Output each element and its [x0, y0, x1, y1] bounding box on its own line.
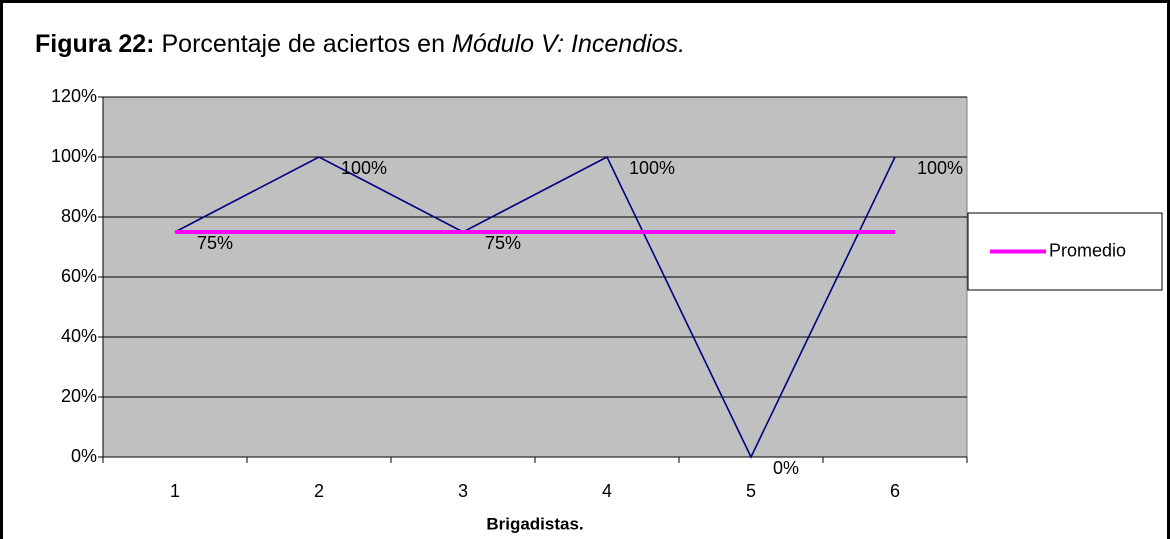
series-line	[174, 155, 896, 459]
legend-label: Promedio	[1049, 240, 1126, 260]
y-tick-label: 100%	[51, 146, 97, 166]
x-tick-label: 5	[746, 481, 756, 501]
data-label: 100%	[629, 158, 675, 178]
x-tick-label: 3	[458, 481, 468, 501]
y-tick-label: 20%	[61, 386, 97, 406]
title-text: Porcentaje de aciertos en	[161, 30, 445, 58]
title-label: Figura 22:	[35, 30, 154, 58]
y-tick-label: 60%	[61, 266, 97, 286]
data-label: 100%	[917, 158, 963, 178]
y-tick-label: 120%	[51, 86, 97, 106]
data-label: 100%	[341, 158, 387, 178]
y-tick-label: 80%	[61, 206, 97, 226]
data-label: 75%	[485, 233, 521, 253]
data-label: 0%	[773, 458, 799, 478]
title-module: Módulo V: Incendios.	[452, 30, 685, 58]
y-tick-label: 0%	[71, 446, 97, 466]
chart-title: Figura 22: Porcentaje de aciertos en Módul…	[35, 30, 685, 58]
x-tick-label: 4	[602, 481, 612, 501]
x-tick-label: 6	[890, 481, 900, 501]
data-label: 75%	[197, 233, 233, 253]
y-tick-label: 40%	[61, 326, 97, 346]
x-tick-label: 2	[314, 481, 324, 501]
x-axis-label: Brigadistas.	[486, 514, 583, 533]
x-tick-label: 1	[170, 481, 180, 501]
